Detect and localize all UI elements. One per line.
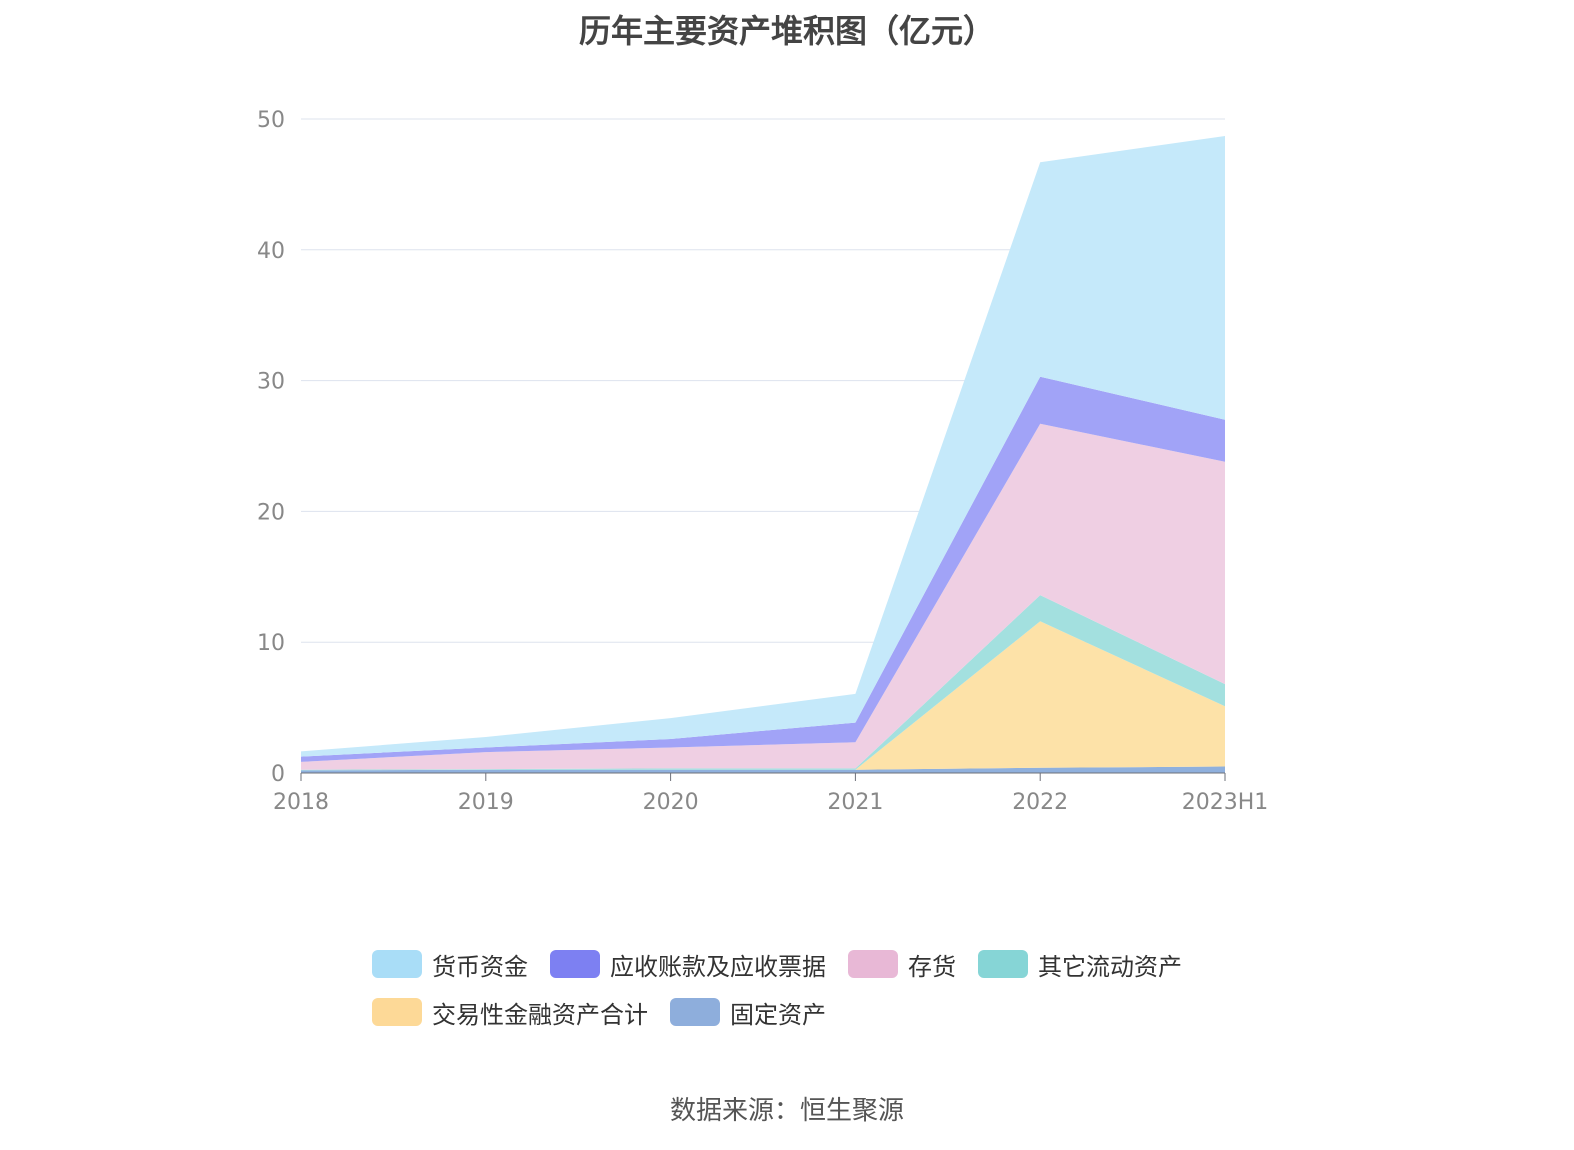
legend-label: 交易性金融资产合计 bbox=[432, 1000, 648, 1029]
x-tick-label: 2022 bbox=[1012, 790, 1068, 815]
x-tick-label: 2023H1 bbox=[1182, 790, 1269, 815]
stacked-area-chart: 0 10 20 30 40 50 2018 2019 2020 2021 2022 2023H1 bbox=[257, 108, 1268, 815]
axes: 0 10 20 30 40 50 2018 2019 2020 2021 2022 2023H1 bbox=[257, 108, 1268, 815]
y-tick-label: 40 bbox=[257, 239, 285, 264]
area-应收账款及应收票据 bbox=[301, 376, 1225, 762]
legend-swatch bbox=[848, 950, 898, 978]
legend-item-cash[interactable]: 货币资金 bbox=[372, 947, 528, 982]
x-tick-label: 2019 bbox=[458, 790, 514, 815]
legend-swatch bbox=[978, 950, 1028, 978]
legend-label: 货币资金 bbox=[432, 952, 528, 981]
y-tick-label: 20 bbox=[257, 500, 285, 525]
legend-item-trading-assets[interactable]: 交易性金融资产合计 bbox=[372, 995, 648, 1030]
area-货币资金 bbox=[301, 136, 1225, 757]
chart-title: 历年主要资产堆积图（亿元） bbox=[578, 12, 995, 50]
x-tick-label: 2021 bbox=[827, 790, 883, 815]
y-tick-label: 0 bbox=[271, 762, 285, 787]
y-tick-label: 10 bbox=[257, 631, 285, 656]
legend-label: 其它流动资产 bbox=[1038, 952, 1182, 981]
legend-label: 存货 bbox=[908, 952, 956, 981]
legend-label: 应收账款及应收票据 bbox=[610, 952, 826, 981]
data-source: 数据来源：恒生聚源 bbox=[669, 1096, 904, 1126]
legend-swatch bbox=[550, 950, 600, 978]
legend-swatch bbox=[372, 950, 422, 978]
y-tick-label: 30 bbox=[257, 370, 285, 395]
legend-item-receivables[interactable]: 应收账款及应收票据 bbox=[550, 947, 826, 982]
legend-row-2: 交易性金融资产合计 固定资产 bbox=[372, 988, 1252, 1036]
x-tick-label: 2020 bbox=[643, 790, 699, 815]
area-其它流动资产 bbox=[301, 595, 1225, 771]
legend-swatch bbox=[670, 998, 720, 1026]
area-交易性金融资产合计 bbox=[301, 621, 1225, 771]
legend-swatch bbox=[372, 998, 422, 1026]
x-tick-label: 2018 bbox=[273, 790, 329, 815]
legend: 货币资金 应收账款及应收票据 存货 其它流动资产 交易性金融资产合计 固定资产 bbox=[372, 940, 1252, 1036]
legend-label: 固定资产 bbox=[730, 1000, 826, 1029]
area-series bbox=[301, 136, 1225, 773]
legend-item-inventory[interactable]: 存货 bbox=[848, 947, 956, 982]
legend-item-fixed-assets[interactable]: 固定资产 bbox=[670, 995, 826, 1030]
area-存货 bbox=[301, 423, 1225, 770]
y-tick-label: 50 bbox=[257, 108, 285, 133]
area-固定资产 bbox=[301, 766, 1225, 773]
legend-row-1: 货币资金 应收账款及应收票据 存货 其它流动资产 bbox=[372, 940, 1252, 988]
legend-item-other-current[interactable]: 其它流动资产 bbox=[978, 947, 1182, 982]
